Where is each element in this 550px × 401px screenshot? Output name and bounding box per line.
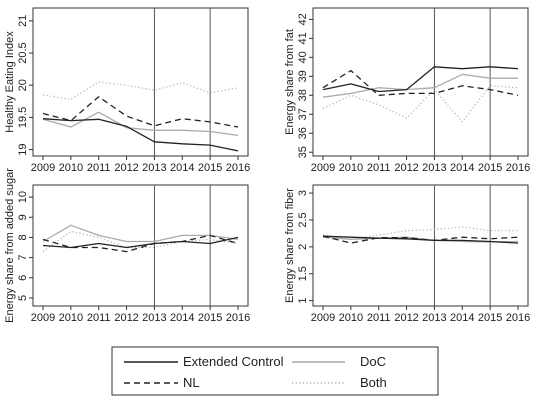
x-tick-label: 2013 [142,312,166,324]
x-tick-label: 2013 [142,162,166,174]
x-tick-label: 2009 [31,312,55,324]
y-tick-label: 6 [17,275,29,281]
y-tick-label: 37 [297,108,309,120]
x-tick-label: 2012 [114,312,138,324]
series-line-extended-control [322,66,519,93]
x-tick-label: 2011 [87,312,111,324]
chart-panel-3: 5 6 7 8 9 10 2009 2010 2011 2012 2013 2014 2015 2016 E… [4,168,250,324]
x-tick-label: 2011 [87,162,111,174]
x-tick-label: 2015 [198,162,222,174]
y-tick-label: 2.5 [297,212,309,227]
x-tick-label: 2011 [367,312,391,324]
chart-panel-2: 35 36 37 38 39 40 41 42 2009 2010 2011 2012 2013 2014… [284,7,530,174]
plot-frame [312,7,529,157]
x-tick-label: 2010 [339,162,363,174]
x-tick-label: 2010 [59,312,83,324]
y-axis-label: Energy share from fat [284,29,296,135]
x-tick-label: 2013 [422,312,446,324]
x-tick-label: 2015 [198,312,222,324]
y-axis-label: Healthy Eating Index [4,31,16,133]
y-tick-label: 20 [17,79,29,91]
chart-panel-1: 19 19.5 20 20.5 21 2009 2010 2011 2012 2013 2014 20… [4,7,250,174]
legend: Extended Control DoC NL Both [111,346,439,396]
y-tick-label: 38 [297,89,309,101]
y-axis-label: Energy share from fiber [284,188,296,303]
x-tick-label: 2016 [506,162,530,174]
series-line-extended-control [42,118,239,152]
y-axis-label: Energy share from added sugar [4,168,16,323]
x-tick-label: 2016 [226,312,250,324]
series-line-doc [42,111,239,137]
x-tick-label: 2015 [478,162,502,174]
x-tick-label: 2015 [478,312,502,324]
x-tick-label: 2011 [367,162,391,174]
series-line-doc [322,73,518,98]
x-tick-label: 2014 [170,162,194,174]
plot-frame [312,184,529,307]
y-tick-label: 9 [17,214,29,220]
series-line-nl [322,235,519,244]
series-line-extended-control [322,235,519,244]
series-line-nl [42,96,239,128]
x-tick-label: 2009 [31,162,55,174]
y-tick-label: 2 [297,244,309,250]
y-tick-label: 20.5 [17,42,29,63]
y-tick-label: 19.5 [17,107,29,128]
y-tick-label: 21 [17,15,29,27]
legend-frame [111,346,439,396]
legend-label-both: Both [360,375,387,390]
y-tick-label: 35 [297,146,309,158]
legend-label-extended-control: Extended Control [183,354,284,369]
x-tick-label: 2014 [450,312,474,324]
y-tick-label: 5 [17,295,29,301]
plot-frame [32,184,249,307]
y-tick-label: 40 [297,51,309,63]
series-line-extended-control [42,236,239,249]
y-tick-label: 8 [17,234,29,240]
y-tick-label: 1 [297,298,309,304]
x-tick-label: 2009 [311,312,335,324]
chart-panel-4: 1 1.5 2 2.5 3 2009 2010 2011 2012 2013 2014 2015 201… [284,184,530,324]
series-line-nl [42,234,239,253]
x-tick-label: 2013 [422,162,446,174]
x-tick-label: 2016 [506,312,530,324]
x-tick-label: 2012 [114,162,138,174]
y-tick-label: 10 [17,191,29,203]
x-tick-label: 2010 [339,312,363,324]
x-tick-label: 2014 [170,312,194,324]
y-tick-label: 36 [297,127,309,139]
series-line-doc [42,224,239,243]
y-tick-label: 39 [297,70,309,82]
y-tick-label: 1.5 [297,266,309,281]
x-tick-label: 2014 [450,162,474,174]
y-tick-label: 3 [297,190,309,196]
x-tick-label: 2012 [394,162,418,174]
y-tick-label: 42 [297,13,309,25]
y-tick-label: 19 [17,143,29,155]
x-tick-label: 2016 [226,162,250,174]
y-tick-label: 41 [297,32,309,44]
y-tick-label: 7 [17,255,29,261]
series-line-nl [322,69,519,96]
x-tick-label: 2012 [394,312,418,324]
x-tick-label: 2009 [311,162,335,174]
x-tick-label: 2010 [59,162,83,174]
legend-label-nl: NL [183,375,200,390]
legend-label-doc: DoC [360,354,386,369]
